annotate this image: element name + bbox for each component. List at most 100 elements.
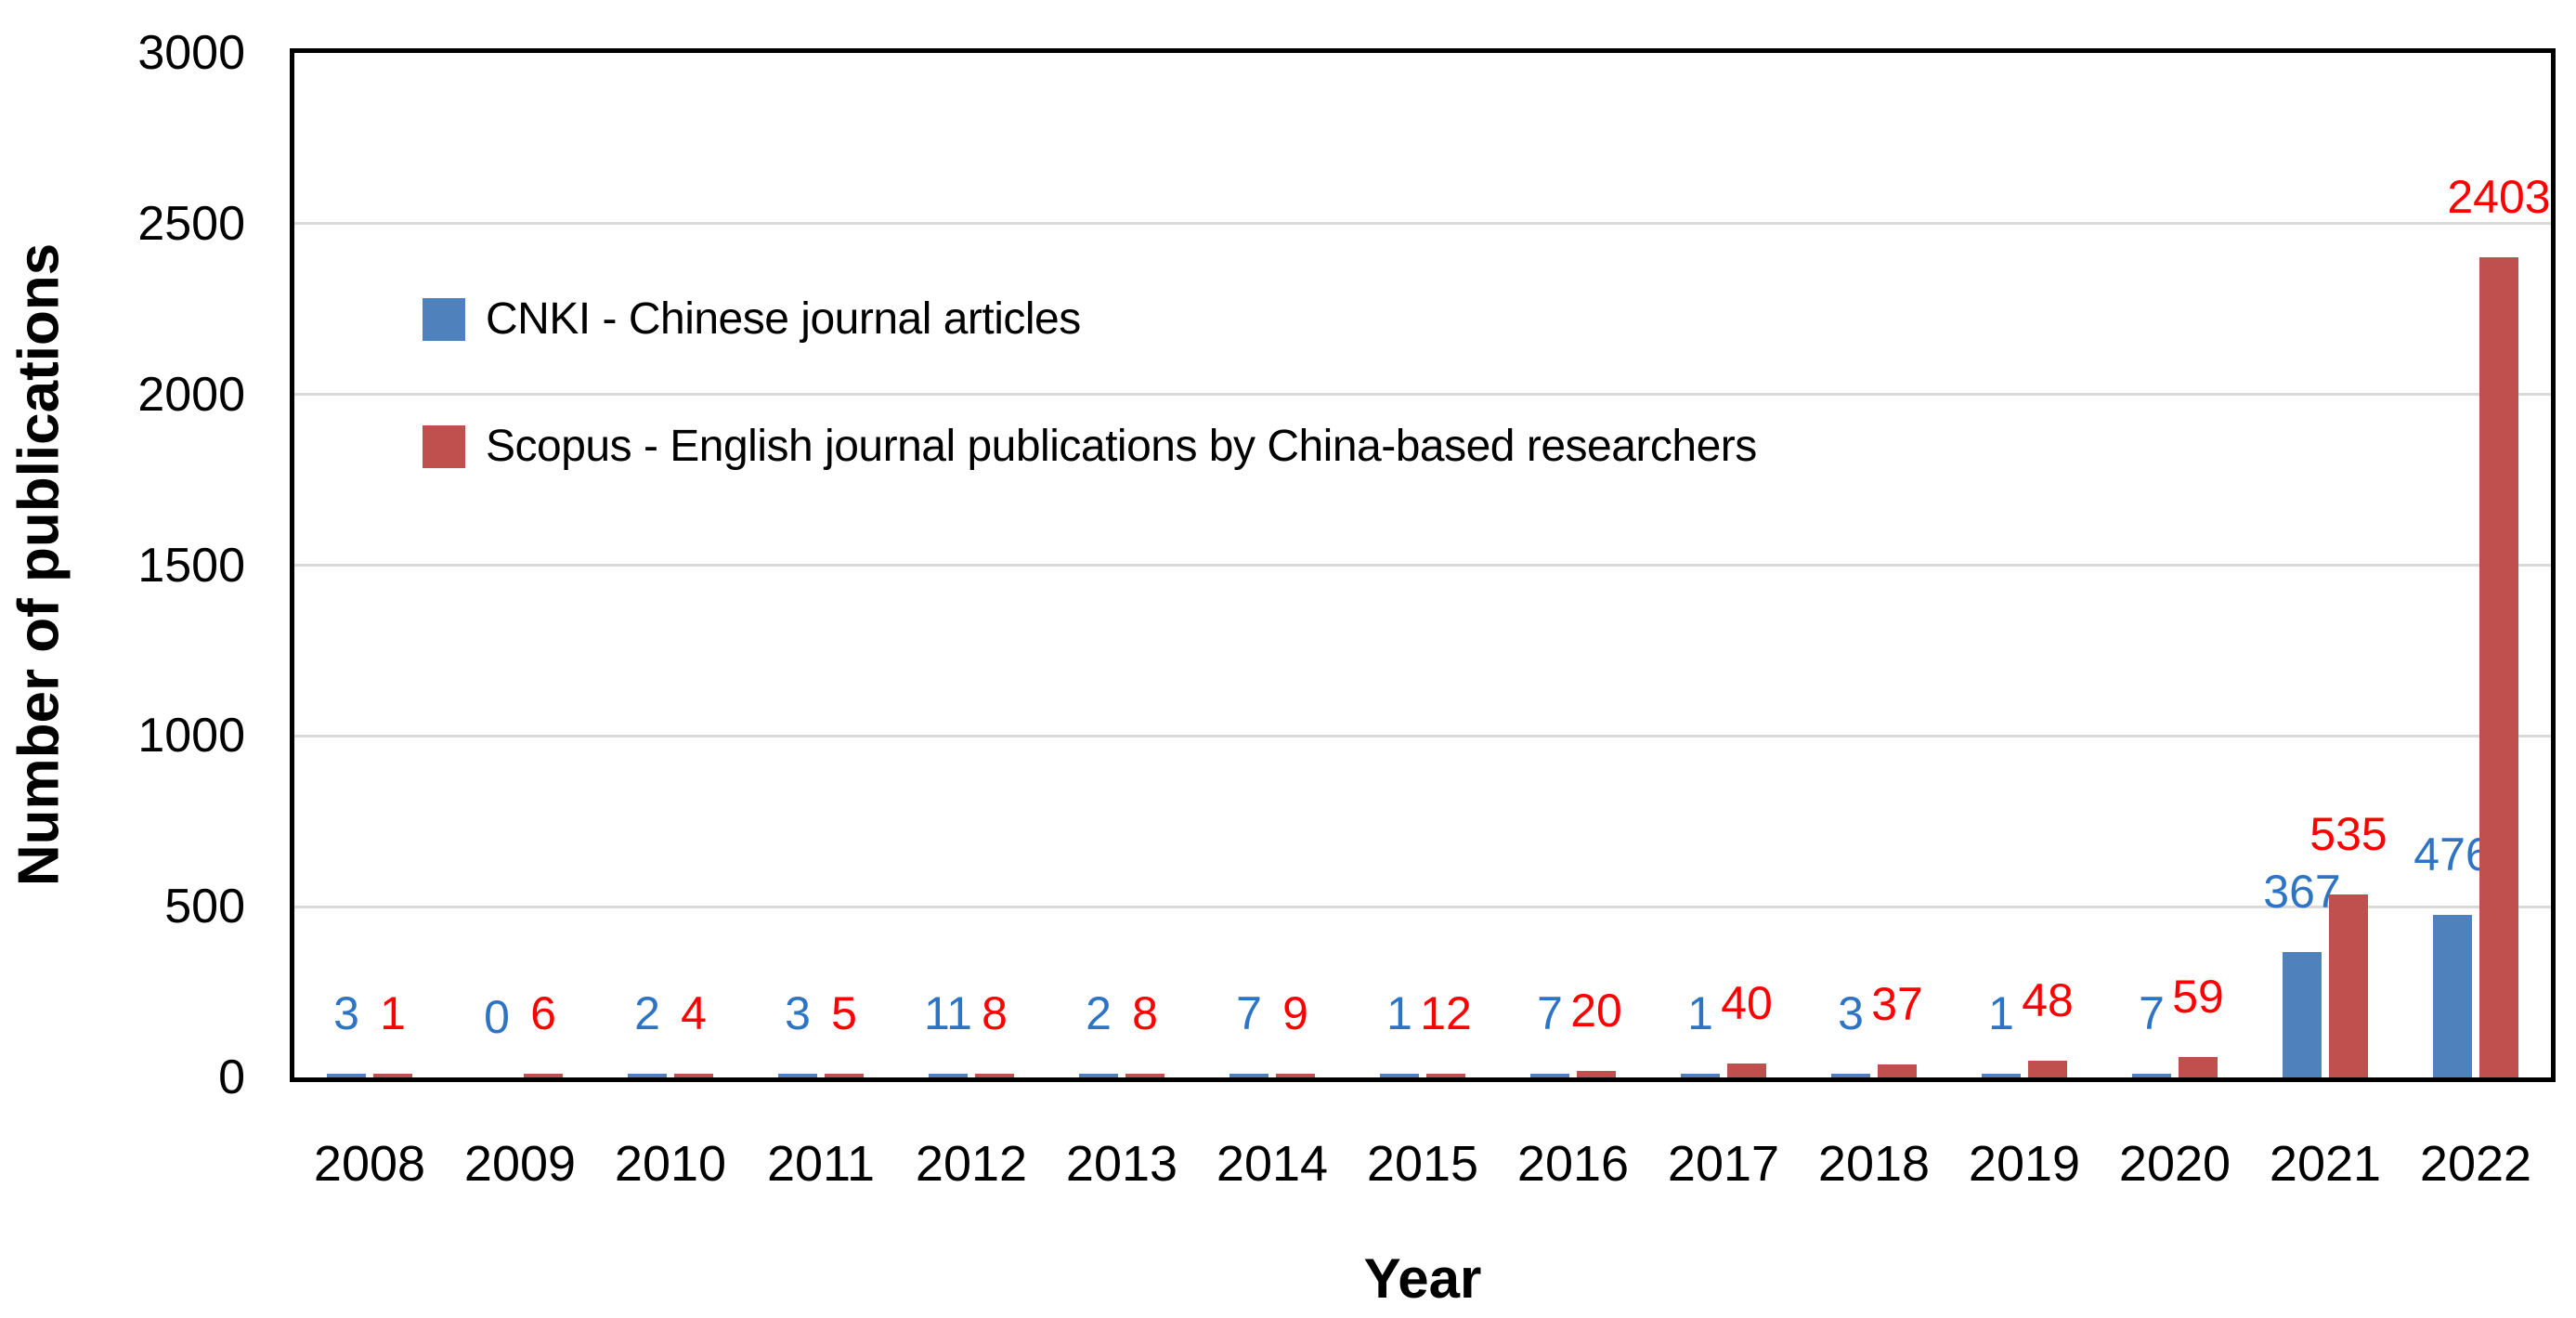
y-tick-label: 1500 (137, 538, 245, 593)
x-tick-label: 2017 (1667, 1136, 1780, 1192)
cnki-bar (2433, 915, 2472, 1077)
x-tick-label: 2009 (463, 1136, 577, 1192)
gridline (294, 905, 2551, 908)
cnki-bar (778, 1074, 817, 1077)
legend-label: CNKI - Chinese journal articles (486, 294, 1081, 344)
y-tick-label: 3000 (137, 26, 245, 80)
bar-value-label: 7 (1537, 987, 1563, 1039)
bar-value-label: 1 (1988, 987, 2014, 1039)
x-tick-label: 2020 (2118, 1136, 2231, 1192)
x-tick-label: 2016 (1516, 1136, 1630, 1192)
bar-value-label: 6 (530, 987, 556, 1039)
scopus-bar (825, 1074, 864, 1077)
x-tick-label: 2008 (313, 1136, 426, 1192)
cnki-bar (1530, 1074, 1569, 1077)
bar-group: 1 12 (1347, 53, 1498, 1077)
scopus-bar (674, 1074, 713, 1077)
bar-value-label: 367 (2263, 866, 2341, 919)
bar-group: 11 8 (896, 53, 1047, 1077)
bar-value-label: 4 (681, 987, 707, 1039)
gridline (294, 564, 2551, 567)
cnki-bar (628, 1074, 667, 1077)
cnki-bar (2283, 952, 2322, 1077)
bar-group: 3 37 (1799, 53, 1949, 1077)
scopus-bar (373, 1074, 412, 1077)
bar-value-label: 3 (785, 987, 811, 1039)
y-tick-label: 2000 (137, 367, 245, 422)
legend-item: Scopus - English journal publications by… (423, 421, 1757, 472)
y-tick-label: 500 (164, 880, 245, 934)
scopus-bar (1577, 1070, 1616, 1077)
x-tick-label: 2013 (1065, 1136, 1178, 1192)
x-tick-label: 2018 (1817, 1136, 1931, 1192)
legend-label: Scopus - English journal publications by… (486, 422, 1757, 471)
bar-value-label: 1 (1386, 987, 1412, 1039)
bar-value-label: 3 (1838, 987, 1864, 1039)
bar-value-label: 59 (2172, 971, 2224, 1024)
scopus-bar (1125, 1074, 1164, 1077)
cnki-bar (327, 1074, 366, 1077)
cnki-bar (929, 1073, 968, 1077)
bar-group: 1 40 (1648, 53, 1799, 1077)
scopus-bar (524, 1074, 563, 1077)
bar-value-label: 2403 (2447, 170, 2551, 223)
gridline (294, 393, 2551, 397)
scopus-bar (1426, 1073, 1465, 1077)
x-tick-label: 2012 (915, 1136, 1028, 1192)
legend-swatch (423, 424, 465, 468)
scopus-bar (1727, 1064, 1766, 1077)
x-tick-label: 2010 (614, 1136, 727, 1192)
cnki-bar (2132, 1074, 2171, 1077)
bar-group: 367 535 (2250, 53, 2400, 1077)
x-tick-label: 2019 (1968, 1136, 2081, 1192)
gridline (294, 222, 2551, 226)
x-tick-label: 2015 (1366, 1136, 1479, 1192)
x-axis-title: Year (1363, 1247, 1482, 1310)
gridline (294, 734, 2551, 737)
x-tick-label: 2011 (766, 1136, 876, 1192)
y-tick-label: 2500 (137, 196, 245, 251)
bar-value-label: 1 (1687, 987, 1713, 1039)
cnki-bar (1079, 1074, 1118, 1077)
scopus-bar (1878, 1064, 1917, 1077)
bar-value-label: 8 (982, 987, 1008, 1039)
bar-value-label: 535 (2309, 808, 2387, 861)
cnki-bar (1831, 1074, 1870, 1077)
bar-value-label: 2 (634, 987, 660, 1039)
scopus-bar (1276, 1074, 1315, 1077)
scopus-bar (2479, 256, 2518, 1077)
bar-value-label: 2 (1086, 987, 1112, 1039)
bar-value-label: 1 (380, 987, 406, 1039)
bar-value-label: 7 (2139, 987, 2165, 1039)
bar-value-label: 5 (831, 987, 857, 1039)
bar-group: 7 20 (1498, 53, 1648, 1077)
x-tick-label: 2021 (2269, 1136, 2382, 1192)
cnki-bar (1982, 1074, 2021, 1077)
cnki-bar (1229, 1074, 1268, 1077)
legend-item: CNKI - Chinese journal articles (423, 294, 1757, 345)
scopus-bar (2329, 894, 2368, 1077)
bar-value-label: 12 (1420, 986, 1472, 1039)
y-tick-label: 1000 (137, 709, 245, 763)
scopus-bar (2028, 1061, 2067, 1077)
cnki-bar (1681, 1074, 1720, 1077)
bar-value-label: 40 (1721, 977, 1773, 1030)
plot-area: 3 1 0 6 2 4 3 5 11 8 2 8 7 9 1 12 7 20 1 40 3 37 1 48 7 59 367 535 4… (290, 48, 2556, 1082)
bar-value-label: 0 (484, 991, 510, 1043)
bar-group: 1 48 (1949, 53, 2100, 1077)
bar-group: 7 59 (2100, 53, 2250, 1077)
bar-value-label: 8 (1132, 987, 1158, 1039)
legend-swatch (423, 297, 465, 341)
bar-value-label: 476 (2413, 829, 2491, 881)
bar-value-label: 20 (1570, 984, 1622, 1037)
bar-value-label: 11 (924, 986, 972, 1039)
bar-value-label: 37 (1871, 978, 1923, 1031)
cnki-bar (1380, 1074, 1419, 1077)
bar-value-label: 3 (333, 987, 359, 1039)
legend: CNKI - Chinese journal articles Scopus - … (423, 294, 1757, 548)
